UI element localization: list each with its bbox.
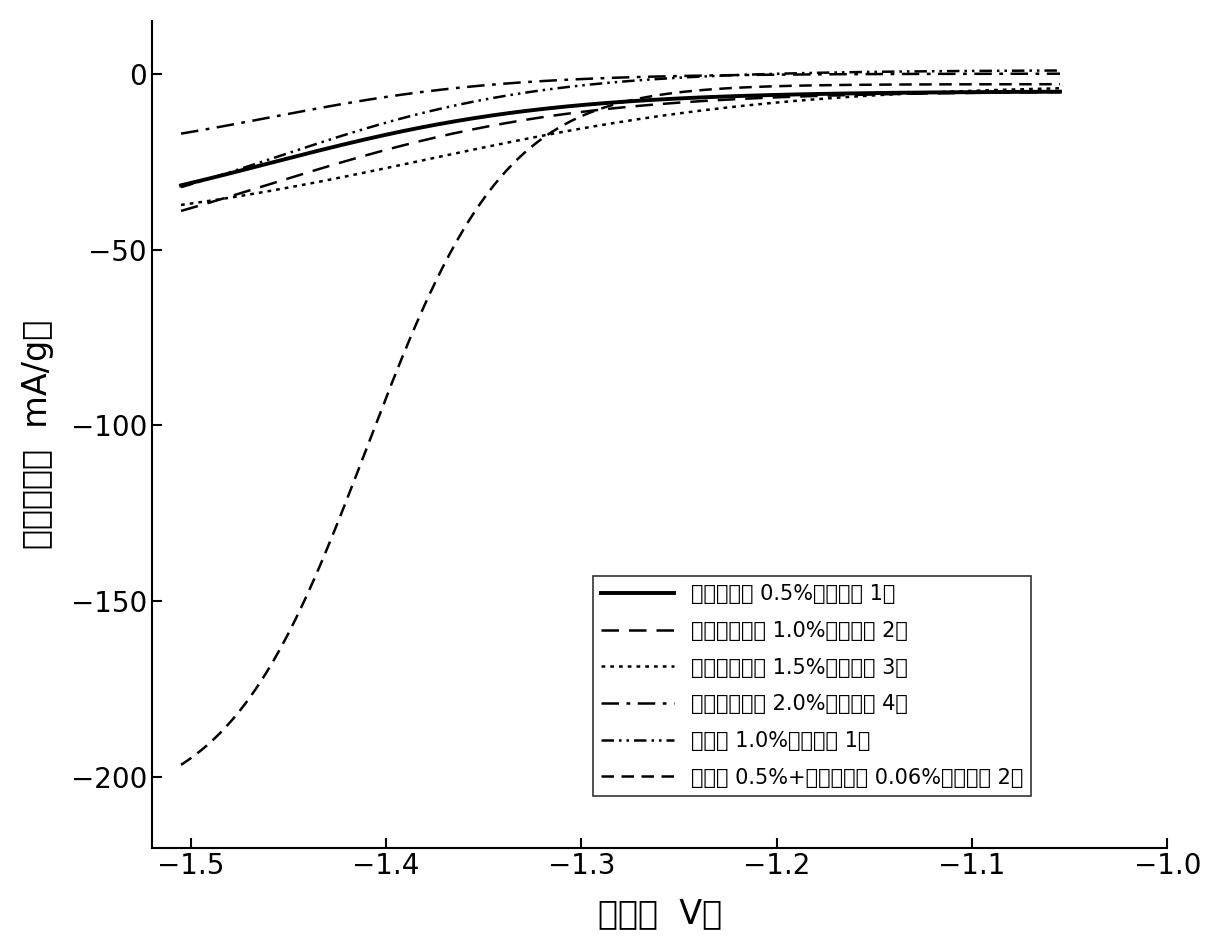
Legend: ？？？？？ 0.5%（？？？ 1）, ？？？？？？ 1.0%（？？？ 2）, ？？？？？？ 1.5%（？？？ 3）, ？？？？？？ 2.0%（？？？ 4）, ？: ？？？？？ 0.5%（？？？ 1）, ？？？？？？ 1.0%（？？？ 2）, ？… bbox=[593, 576, 1031, 796]
X-axis label: 电位（  V）: 电位（ V） bbox=[598, 897, 722, 930]
Y-axis label: 电流密度（  mA/g）: 电流密度（ mA/g） bbox=[21, 320, 54, 549]
